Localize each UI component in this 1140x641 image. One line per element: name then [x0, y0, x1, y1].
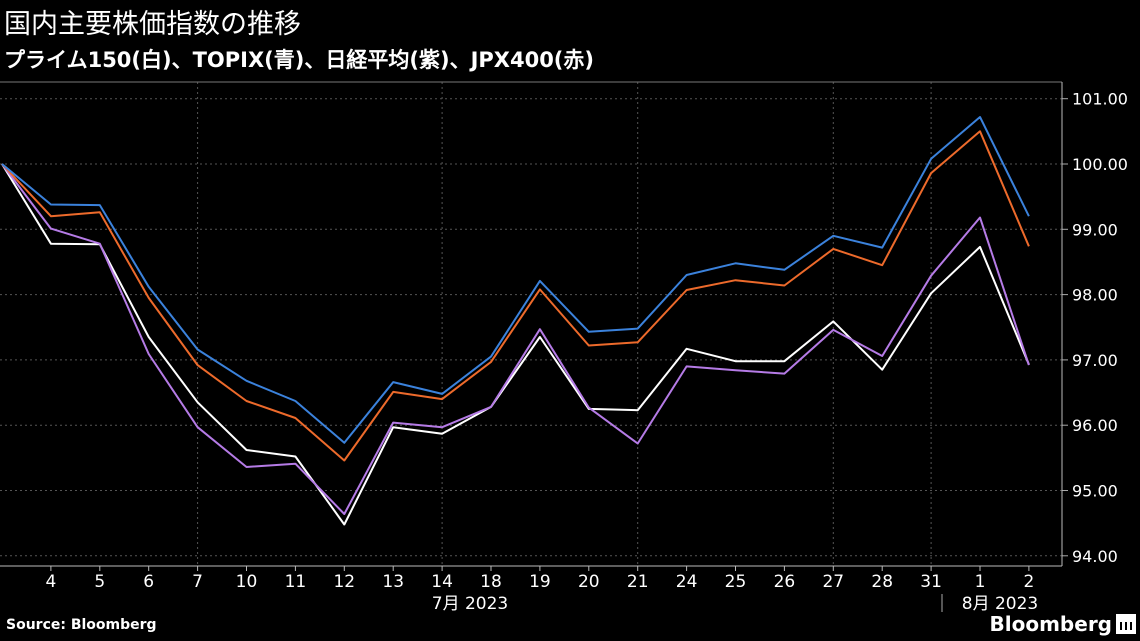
y-tick-label: 100.00	[1072, 155, 1128, 174]
x-tick-label: 14	[431, 572, 453, 592]
x-tick-label: 25	[725, 572, 747, 592]
series-line-0	[1, 163, 1030, 526]
y-tick-label: 94.00	[1072, 547, 1118, 566]
series-line-1	[1, 116, 1030, 444]
x-tick-label: 28	[871, 572, 893, 592]
x-tick-label: 26	[774, 572, 796, 592]
x-tick-label: 7	[192, 572, 203, 592]
x-tick-label: 1	[975, 572, 986, 592]
axes	[0, 81, 1068, 571]
month-labels: 7月 2023 8月 2023	[432, 594, 1038, 614]
x-tick-label: 19	[529, 572, 551, 592]
x-tick-label: 27	[822, 572, 844, 592]
month-label-august: 8月 2023	[962, 594, 1038, 614]
series-line-3	[1, 130, 1030, 462]
series-line-2	[1, 163, 1030, 515]
x-tick-label: 11	[285, 572, 307, 592]
x-tick-label: 13	[382, 572, 404, 592]
x-tick-label: 6	[143, 572, 154, 592]
y-tick-labels: 94.00 95.00 96.00 97.00 98.00 99.00 100.00 101.…	[1072, 90, 1128, 566]
source-note: Source: Bloomberg	[6, 617, 157, 633]
brand-logo: Bloomberg	[990, 612, 1136, 636]
x-tick-label: 10	[236, 572, 258, 592]
y-tick-label: 96.00	[1072, 416, 1118, 435]
brand-name: Bloomberg	[989, 612, 1112, 636]
x-tick-label: 21	[627, 572, 649, 592]
series-lines	[1, 116, 1030, 526]
x-tick-label: 4	[45, 572, 56, 592]
y-tick-label: 95.00	[1072, 482, 1118, 501]
chart-title: 国内主要株価指数の推移	[4, 9, 301, 40]
x-tick-label: 5	[94, 572, 105, 592]
x-tick-label: 18	[480, 572, 502, 592]
y-tick-label: 97.00	[1072, 351, 1118, 370]
month-label-july: 7月 2023	[432, 594, 508, 614]
bar-chart-icon	[1116, 614, 1136, 634]
x-tick-label: 24	[676, 572, 698, 592]
y-tick-label: 99.00	[1072, 220, 1118, 239]
x-tick-labels: 4 5 6 7 10 11 12 13 14 18 19 20 21 24 25 26 27 28 31 1 2	[45, 572, 1034, 592]
y-tick-label: 101.00	[1072, 90, 1128, 109]
x-tick-label: 2	[1023, 572, 1034, 592]
x-tick-label: 12	[333, 572, 355, 592]
x-tick-label: 20	[578, 572, 600, 592]
y-tick-label: 98.00	[1072, 286, 1118, 305]
x-tick-label: 31	[920, 572, 942, 592]
grid-lines	[0, 82, 1062, 566]
chart-subtitle: プライム150(白)、TOPIX(青)、日経平均(紫)、JPX400(赤)	[4, 48, 594, 72]
